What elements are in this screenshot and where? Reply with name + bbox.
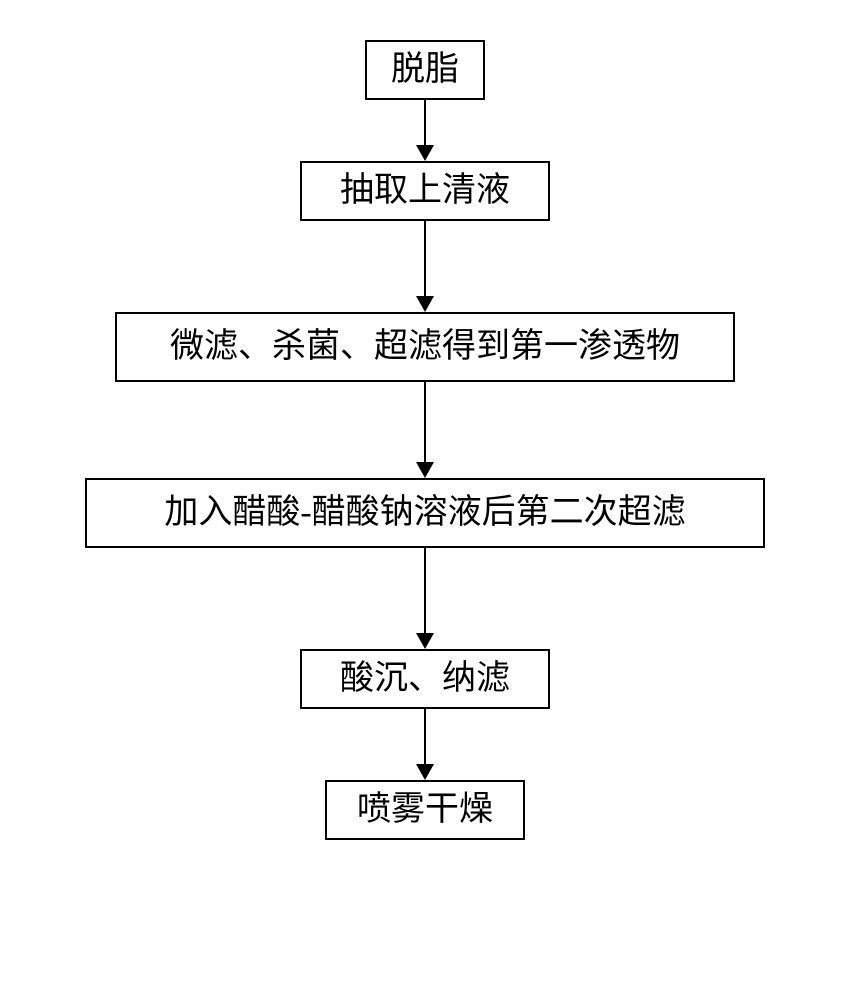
arrow-line	[424, 709, 426, 764]
step-label: 喷雾干燥	[357, 790, 493, 831]
flowchart: 脱脂 抽取上清液 微滤、杀菌、超滤得到第一渗透物 加入醋酸-醋酸钠溶液后第二次超…	[85, 40, 765, 840]
step-label: 加入醋酸-醋酸钠溶液后第二次超滤	[164, 493, 685, 534]
arrow-head-icon	[416, 633, 434, 649]
step-box-1: 脱脂	[365, 40, 485, 100]
step-box-5: 酸沉、纳滤	[300, 649, 550, 709]
step-box-6: 喷雾干燥	[325, 780, 525, 840]
arrow-line	[424, 100, 426, 145]
arrow-line	[424, 221, 426, 296]
arrow-3	[416, 382, 434, 478]
arrow-line	[424, 548, 426, 633]
step-label: 微滤、杀菌、超滤得到第一渗透物	[170, 327, 680, 368]
arrow-line	[424, 382, 426, 462]
step-box-2: 抽取上清液	[300, 161, 550, 221]
step-box-4: 加入醋酸-醋酸钠溶液后第二次超滤	[85, 478, 765, 548]
step-label: 酸沉、纳滤	[340, 659, 510, 700]
arrow-5	[416, 709, 434, 780]
arrow-head-icon	[416, 462, 434, 478]
arrow-head-icon	[416, 145, 434, 161]
step-box-3: 微滤、杀菌、超滤得到第一渗透物	[115, 312, 735, 382]
step-label: 抽取上清液	[340, 171, 510, 212]
arrow-1	[416, 100, 434, 161]
arrow-head-icon	[416, 296, 434, 312]
arrow-2	[416, 221, 434, 312]
step-label: 脱脂	[391, 50, 459, 91]
arrow-4	[416, 548, 434, 649]
arrow-head-icon	[416, 764, 434, 780]
